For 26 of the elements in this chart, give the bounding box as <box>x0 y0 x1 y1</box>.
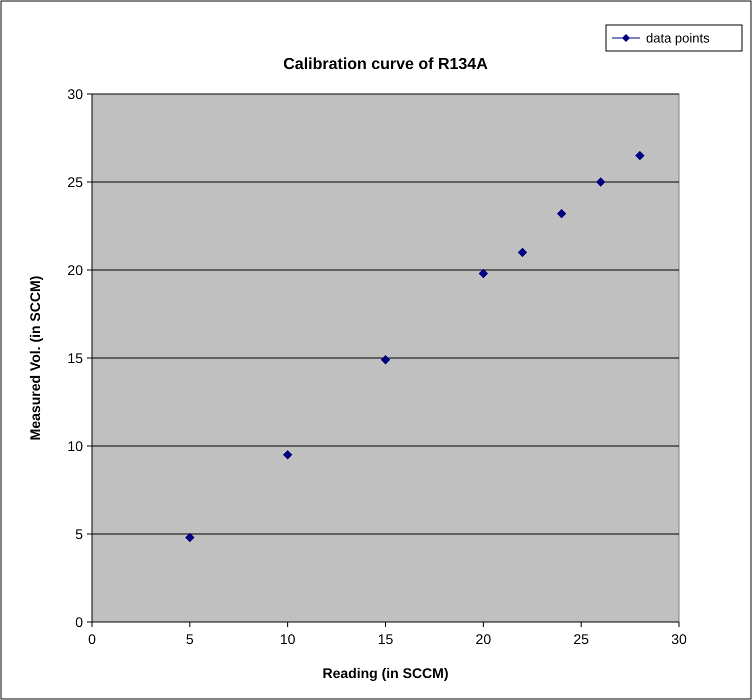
y-tick-label: 5 <box>75 526 84 542</box>
y-tick-label: 25 <box>67 174 84 190</box>
point <box>478 269 488 278</box>
x-tick-label: 15 <box>378 631 394 647</box>
x-tick-label: 10 <box>280 631 296 647</box>
legend-label: data points <box>646 30 710 46</box>
point <box>557 209 566 218</box>
point <box>185 533 194 542</box>
y-axis-title: Measured Vol. (in SCCM) <box>27 276 43 440</box>
chart-title: Calibration curve of R134A <box>283 56 488 73</box>
x-tick-label: 0 <box>88 631 96 647</box>
y-tick-label: 20 <box>67 262 84 278</box>
point <box>381 355 390 364</box>
y-tick-label: 10 <box>67 438 84 454</box>
y-tick-label: 30 <box>67 86 84 102</box>
x-axis-title: Reading (in SCCM) <box>322 665 448 681</box>
point <box>596 178 606 186</box>
x-tick-label: 5 <box>186 631 194 647</box>
y-tick-label: 15 <box>67 350 84 366</box>
x-tick-label: 25 <box>573 631 590 647</box>
point <box>283 450 292 460</box>
point <box>518 248 527 257</box>
point <box>635 151 644 160</box>
x-tick-label: 30 <box>671 631 687 647</box>
x-tick-label: 20 <box>476 631 492 647</box>
y-tick-label: 0 <box>75 614 84 630</box>
